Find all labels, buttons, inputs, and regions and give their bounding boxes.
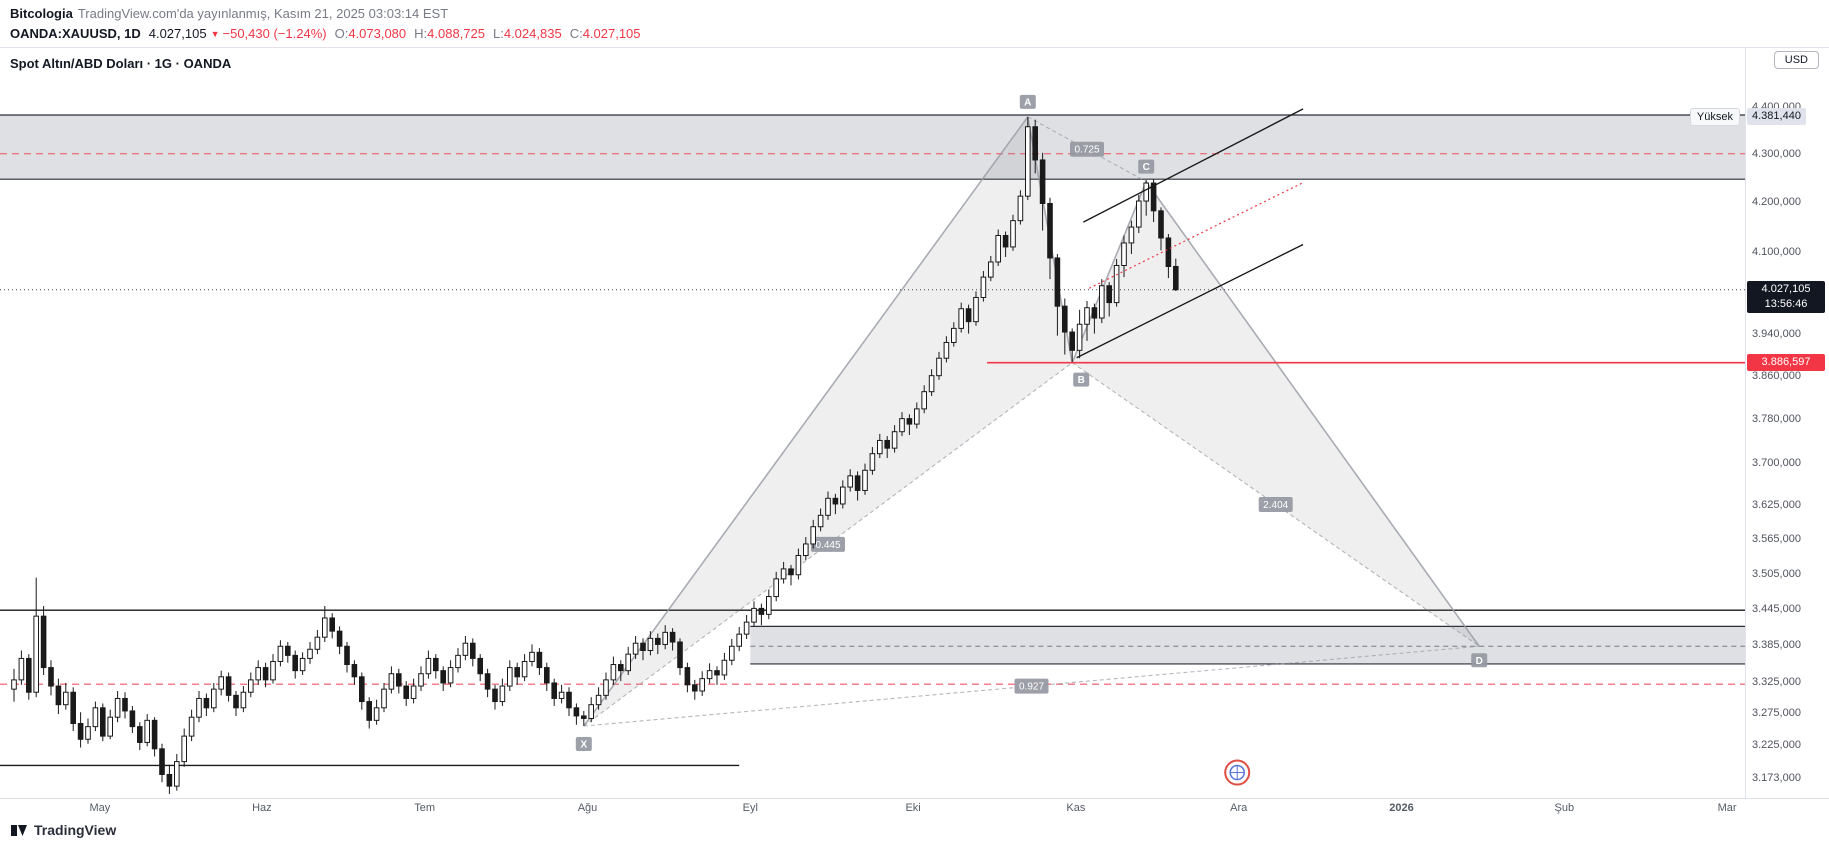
publish-header: Bitcologia TradingView.com'da yayınlanmış… <box>10 6 448 21</box>
fib-ratio-label <box>1070 141 1104 157</box>
svg-text:X: X <box>580 740 587 751</box>
down-arrow-icon: ▼ <box>210 29 220 39</box>
price-tick: 3.625,000 <box>1752 498 1801 511</box>
header-divider <box>0 47 1829 48</box>
tradingview-logo-icon[interactable] <box>10 821 28 839</box>
pattern-point-label <box>1138 159 1155 174</box>
pattern-point-label <box>575 737 592 752</box>
ohlc-open: O:4.073,080 <box>334 26 407 41</box>
channel-trendline[interactable] <box>1076 243 1304 359</box>
svg-text:D: D <box>1476 656 1483 667</box>
time-axis-label: Mar <box>1718 802 1737 814</box>
pattern-point-label <box>1019 94 1036 109</box>
currency-toggle-button[interactable]: USD <box>1773 51 1819 69</box>
price-axis[interactable]: 4.381,440 4.027,105 13:56:46 3.886,597 4… <box>1746 0 1829 842</box>
chart-title: Spot Altın/ABD Doları · 1G · OANDA <box>10 56 232 71</box>
channel-trendline[interactable] <box>1082 108 1304 223</box>
price-tick: 3.505,000 <box>1752 567 1801 580</box>
fib-ratio-label <box>811 536 845 552</box>
pattern-point-label <box>1073 372 1090 387</box>
last-price-value: 4.027,105 <box>1761 282 1811 295</box>
footer-bar: TradingView <box>0 818 1829 842</box>
price-tick: 3.445,000 <box>1752 603 1801 616</box>
alert-price-badge: 3.886,597 <box>1747 353 1825 371</box>
price-tick: 4.100,000 <box>1752 245 1801 258</box>
fib-ratio-label <box>1014 678 1049 694</box>
symbol-label[interactable]: OANDA:XAUUSD, 1D <box>10 26 141 41</box>
time-axis-label: Ara <box>1230 802 1248 814</box>
price-axis-divider <box>1745 47 1746 798</box>
price-tick: 3.940,000 <box>1752 327 1801 340</box>
svg-text:B: B <box>1078 375 1085 386</box>
bar-close-countdown: 13:56:46 <box>1764 297 1808 310</box>
chart-canvas[interactable]: 0.445 0.927 0.725 2.404 X A B C D May Haz Tem Ağu Eyl… <box>0 0 1746 842</box>
pattern-point-label <box>1471 653 1488 668</box>
time-axis-label: Haz <box>252 802 272 814</box>
publisher-avatar-watermark <box>1224 759 1251 786</box>
price-tick: 4.200,000 <box>1752 196 1801 209</box>
svg-text:0.725: 0.725 <box>1074 145 1099 156</box>
tradingview-wordmark[interactable]: TradingView <box>34 822 117 838</box>
plot-area[interactable]: 0.445 0.927 0.725 2.404 X A B C D <box>0 94 1746 794</box>
svg-text:C: C <box>1143 162 1150 173</box>
price-tick: 4.300,000 <box>1752 148 1801 161</box>
price-tick: 3.860,000 <box>1752 369 1801 382</box>
svg-text:0.927: 0.927 <box>1019 682 1044 693</box>
price-tick: 3.325,000 <box>1752 675 1801 688</box>
high-label: Yüksek <box>1689 107 1740 126</box>
candlestick-series[interactable] <box>11 116 1179 794</box>
svg-text:2.404: 2.404 <box>1263 500 1288 511</box>
time-axis-label: May <box>89 802 110 814</box>
harmonic-xabcd-pattern[interactable]: 0.445 0.927 0.725 2.404 X A B C D <box>575 94 1488 752</box>
price-tick: 3.780,000 <box>1752 412 1801 425</box>
publish-info: TradingView.com'da yayınlanmış, Kasım 21… <box>77 6 449 21</box>
ohlc-high: H:4.088,725 <box>414 26 485 41</box>
time-axis-label: 2026 <box>1389 802 1413 814</box>
time-axis-label: Şub <box>1555 802 1575 814</box>
time-axis-label: Kas <box>1066 802 1085 814</box>
price-zone[interactable] <box>750 626 1746 664</box>
price-zone[interactable] <box>0 115 1746 180</box>
time-axis-label: Eki <box>905 802 920 814</box>
time-axis-label: Ağu <box>578 802 598 814</box>
price-tick: 3.700,000 <box>1752 456 1801 469</box>
price-tick: 3.565,000 <box>1752 532 1801 545</box>
time-axis[interactable]: May Haz Tem Ağu Eyl Eki Kas Ara 2026 Şub Mar <box>89 802 1736 814</box>
time-axis-label: Tem <box>414 802 435 814</box>
ohlc-low: L:4.024,835 <box>493 26 562 41</box>
svg-text:A: A <box>1024 97 1031 108</box>
price-tick: 3.225,000 <box>1752 738 1801 751</box>
time-axis-divider <box>0 798 1829 799</box>
price-tick: 3.173,000 <box>1752 772 1801 784</box>
price-tick: 3.275,000 <box>1752 707 1801 720</box>
symbol-header: OANDA:XAUUSD, 1D 4.027,105 ▼ −50,430 (−1.24… <box>10 26 641 41</box>
last-price: 4.027,105 <box>148 26 207 41</box>
high-price-badge: 4.381,440 <box>1747 107 1806 125</box>
price-tick: 3.385,000 <box>1752 639 1801 652</box>
author-name[interactable]: Bitcologia <box>10 6 73 21</box>
time-axis-label: Eyl <box>743 802 758 814</box>
price-change: −50,430 (−1.24%) <box>222 26 327 41</box>
ohlc-close: C:4.027,105 <box>569 26 641 41</box>
fib-ratio-label <box>1258 496 1293 512</box>
svg-text:0.445: 0.445 <box>815 540 840 551</box>
last-price-badge: 4.027,105 13:56:46 <box>1747 280 1825 313</box>
